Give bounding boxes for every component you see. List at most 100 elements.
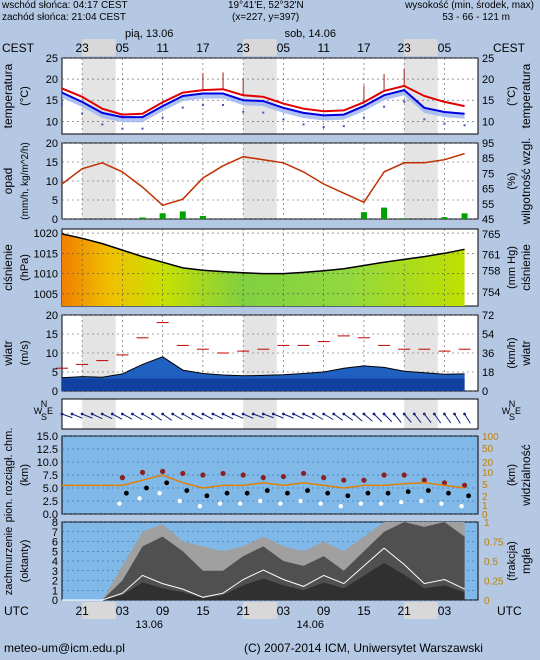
bottom-timezone-right: UTC xyxy=(497,604,522,618)
wind-arrow xyxy=(273,413,284,419)
top-tick-label: 17 xyxy=(357,41,371,55)
temp-min-dot xyxy=(242,110,245,113)
top-tick-label: 11 xyxy=(156,41,169,55)
wind-unit2: (km/h) xyxy=(506,337,518,368)
wind-arrow-head xyxy=(332,412,336,416)
wind-arrow xyxy=(61,413,73,419)
contact-email[interactable]: meteo-um@icm.edu.pl xyxy=(4,641,125,655)
y-tick-label: 5 xyxy=(52,195,58,207)
cloud-top-dot xyxy=(160,468,166,474)
low-cloud-dot xyxy=(398,499,404,505)
pressure-line xyxy=(61,233,465,275)
pressure-mmhg-tick: 754 xyxy=(482,287,500,299)
y2-tick-label: 25 xyxy=(482,53,494,65)
y-tick-label: 25 xyxy=(46,53,58,65)
visibility-line xyxy=(62,474,465,489)
y-tick-label: 10 xyxy=(46,176,58,188)
top-night-band-2 xyxy=(404,39,438,56)
temp-min-dot xyxy=(282,118,285,121)
wind-arrow xyxy=(81,413,93,419)
y-tick-label: 0 xyxy=(52,386,58,398)
cloud-base-dot xyxy=(244,490,250,496)
fog-tick: 0.25 xyxy=(484,577,504,588)
temp-min-dot xyxy=(443,122,446,125)
bottom-tick-label: 09 xyxy=(317,604,331,618)
cloud-base-dot xyxy=(285,490,290,496)
temp-min-dot xyxy=(302,123,305,126)
top-timezone-right: CEST xyxy=(493,41,526,55)
y-tick-label: 6 xyxy=(52,537,58,549)
wind-arrow-head xyxy=(201,412,205,416)
cloud-top-dot xyxy=(321,475,327,481)
precip-bar xyxy=(461,213,468,219)
wind-arrow xyxy=(232,413,244,419)
precip-bar xyxy=(401,218,408,219)
y-tick-label: 7.5 xyxy=(43,470,58,482)
wind-arrow-head xyxy=(292,412,295,416)
y-tick-label: 1020 xyxy=(34,228,58,240)
wind-arrow-head xyxy=(60,412,64,416)
visibility-tick: 2 xyxy=(482,492,488,503)
wind-arrow-head xyxy=(221,412,225,416)
low-cloud-dot xyxy=(278,501,283,506)
bottom-date-1: 13.06 xyxy=(135,619,163,631)
temp-line-red xyxy=(61,84,465,116)
cloud-base-dot xyxy=(325,490,331,496)
wind-arrow-head xyxy=(181,412,185,416)
wind-arrow xyxy=(222,413,234,420)
precip-bar xyxy=(360,212,367,219)
wind-arrow-head xyxy=(372,412,376,416)
y-tick-label: 20 xyxy=(46,138,58,150)
y2-tick-label: 54 xyxy=(482,329,494,341)
compass-letter: E xyxy=(47,406,53,416)
fog-tick: 0.5 xyxy=(484,557,498,568)
y-tick-label: 0.0 xyxy=(43,509,58,521)
low-cloud-dot xyxy=(197,504,203,509)
temp-min-dot xyxy=(423,118,426,121)
wind-arrow-head xyxy=(392,412,396,416)
cloud-top-dot xyxy=(260,475,266,481)
top-timezone: CEST xyxy=(2,41,35,55)
bottom-tick-label: 03 xyxy=(116,604,130,618)
low-cloud-dot xyxy=(358,501,364,506)
wind-unit: (m/s) xyxy=(19,340,31,365)
wind-ylabel2: wiatr xyxy=(519,340,533,366)
y-tick-label: 4 xyxy=(52,556,58,568)
visibility-tick: 50 xyxy=(482,444,494,455)
compass-letter: W xyxy=(34,406,43,416)
cloud-ylabel: zachmurzenie xyxy=(3,527,15,595)
wind-arrow-head xyxy=(80,412,84,416)
wind-arrow xyxy=(423,413,432,423)
temp-min-dot xyxy=(342,125,345,128)
compass-letter-right: S xyxy=(509,412,515,422)
humidity-ylabel: wilgotność wzgl. xyxy=(519,138,533,226)
bottom-tick-label: 21 xyxy=(75,604,89,618)
pressure-unit2: (mm Hg) xyxy=(506,246,518,289)
temp-min-dot xyxy=(61,103,63,106)
wind-arrow xyxy=(403,413,412,423)
cloud-base-dot xyxy=(264,488,270,493)
top-tick-label: 11 xyxy=(317,41,330,55)
pressure-ylabel: ciśnienie xyxy=(1,244,15,291)
y-tick-label: 15 xyxy=(46,329,58,341)
top-tick-label: 23 xyxy=(75,41,89,55)
temp-min-dot xyxy=(362,116,365,119)
wind-arrow xyxy=(112,413,123,420)
wind-arrow-head xyxy=(322,412,326,416)
wind-arrow-head xyxy=(302,412,305,416)
top-date-1: pią, 13.06 xyxy=(125,28,173,40)
precip-unit: (mm/h, kg/m^2/h) xyxy=(20,142,31,219)
wind-arrow-head xyxy=(382,412,386,416)
y2-tick-label: 15 xyxy=(482,95,494,107)
cloud-low-area xyxy=(62,563,465,600)
y2-tick-label: 72 xyxy=(482,310,494,322)
fog-tick: 1 xyxy=(484,518,490,529)
wind-arrow xyxy=(192,413,203,420)
cloudbase-ylabel: pion. rozciągł. chm. xyxy=(3,428,15,523)
cloud-base-dot xyxy=(184,488,190,493)
cloud-top-dot xyxy=(300,470,307,477)
wind-arrow-head xyxy=(211,412,215,416)
top-tick-label: 23 xyxy=(236,41,250,55)
wind-arrow xyxy=(323,413,334,420)
